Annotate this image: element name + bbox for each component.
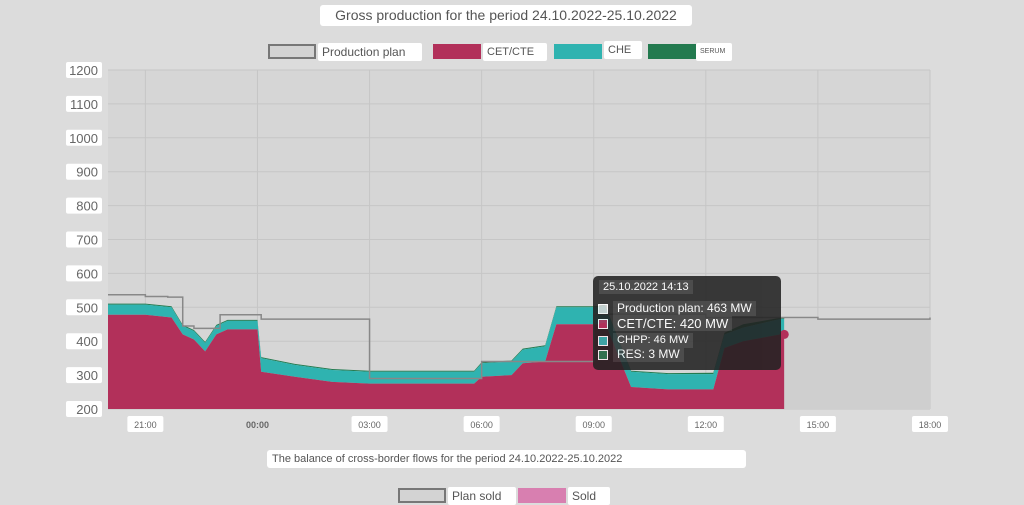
x-tick-label: 21:00 bbox=[134, 420, 157, 430]
tooltip-text-production-plan: Production plan: 463 MW bbox=[613, 301, 756, 316]
plan-future-fill bbox=[784, 319, 930, 409]
legend-label-cet-cte: CET/CTE bbox=[483, 43, 547, 61]
x-tick-bg bbox=[687, 416, 724, 432]
area-cet-cte bbox=[108, 314, 785, 409]
y-tick-label: 500 bbox=[76, 300, 98, 315]
y-tick-bg bbox=[66, 367, 102, 384]
x-tick-label: 06:00 bbox=[470, 420, 493, 430]
x-tick-label: 15:00 bbox=[807, 420, 830, 430]
legend2-label-sold: Sold bbox=[568, 487, 610, 505]
x-tick-label: 03:00 bbox=[358, 420, 381, 430]
y-tick-bg bbox=[66, 265, 102, 282]
legend-swatch-che bbox=[554, 44, 602, 59]
x-axis: 21:00 00:00 03:00 06:00 09:00 12:00 15:00 18:00 bbox=[127, 416, 948, 432]
y-tick-bg bbox=[66, 95, 102, 112]
x-tick-bg bbox=[127, 416, 164, 432]
chart-title: Gross production for the period 24.10.20… bbox=[320, 5, 692, 26]
y-tick-label: 600 bbox=[76, 266, 98, 281]
legend-label-production-plan: Production plan bbox=[318, 43, 422, 61]
y-tick-bg bbox=[66, 163, 102, 180]
tooltip-text-cet-cte: CET/CTE: 420 MW bbox=[613, 316, 733, 331]
y-tick-bg bbox=[66, 333, 102, 350]
legend2-swatch-plan-sold bbox=[398, 488, 446, 503]
tooltip: 25.10.2022 14:13 Production plan: 463 MW… bbox=[593, 276, 781, 370]
tooltip-text-res: RES: 3 MW bbox=[613, 347, 684, 362]
y-tick-label: 1200 bbox=[69, 63, 98, 78]
x-tick-bg bbox=[351, 416, 388, 432]
y-tick-label: 900 bbox=[76, 165, 98, 180]
tooltip-swatch-chpp bbox=[598, 336, 608, 346]
legend-swatch-cet-cte bbox=[433, 44, 481, 59]
x-tick-bg bbox=[463, 416, 500, 432]
x-tick-label: 09:00 bbox=[582, 420, 605, 430]
legend2-label-plan-sold: Plan sold bbox=[448, 487, 516, 505]
y-tick-label: 1000 bbox=[69, 131, 98, 146]
x-tick-bg bbox=[912, 416, 948, 432]
tooltip-swatch-production-plan bbox=[598, 304, 608, 314]
y-tick-label: 700 bbox=[76, 233, 98, 248]
y-tick-bg bbox=[66, 197, 102, 214]
y-tick-bg bbox=[66, 129, 102, 146]
legend-swatch-production-plan bbox=[268, 44, 316, 59]
y-tick-label: 300 bbox=[76, 368, 98, 383]
tooltip-swatch-cet-cte bbox=[598, 319, 608, 329]
y-tick-bg bbox=[66, 62, 102, 78]
y-tick-label: 800 bbox=[76, 199, 98, 214]
x-tick-bg bbox=[799, 416, 836, 432]
x-tick-label: 00:00 bbox=[246, 420, 269, 430]
y-tick-label: 200 bbox=[76, 402, 98, 417]
hover-marker bbox=[779, 329, 789, 339]
y-tick-bg bbox=[66, 231, 102, 248]
x-tick-bg bbox=[575, 416, 612, 432]
tooltip-title: 25.10.2022 14:13 bbox=[599, 280, 693, 294]
y-tick-label: 1100 bbox=[70, 97, 98, 112]
y-tick-bg bbox=[66, 299, 102, 316]
legend2-swatch-sold bbox=[518, 488, 566, 503]
hover-point bbox=[779, 329, 789, 339]
y-axis: 1200 1100 1000 900 800 700 600 500 400 300 200 bbox=[66, 62, 102, 417]
tooltip-text-chpp: CHPP: 46 MW bbox=[613, 333, 693, 348]
area-series bbox=[108, 303, 785, 409]
tooltip-swatch-res bbox=[598, 350, 608, 360]
y-tick-bg bbox=[66, 401, 102, 417]
legend-swatch-serum bbox=[648, 44, 696, 59]
x-tick-label: 18:00 bbox=[919, 420, 942, 430]
area-chpp bbox=[108, 304, 785, 390]
y-tick-label: 400 bbox=[76, 334, 98, 349]
legend-label-che: CHE bbox=[604, 41, 642, 59]
legend-label-serum: SERUM bbox=[696, 43, 732, 61]
plan-series bbox=[108, 294, 931, 409]
x-tick-label: 12:00 bbox=[695, 420, 718, 430]
subtitle: The balance of cross-border flows for th… bbox=[267, 450, 746, 468]
